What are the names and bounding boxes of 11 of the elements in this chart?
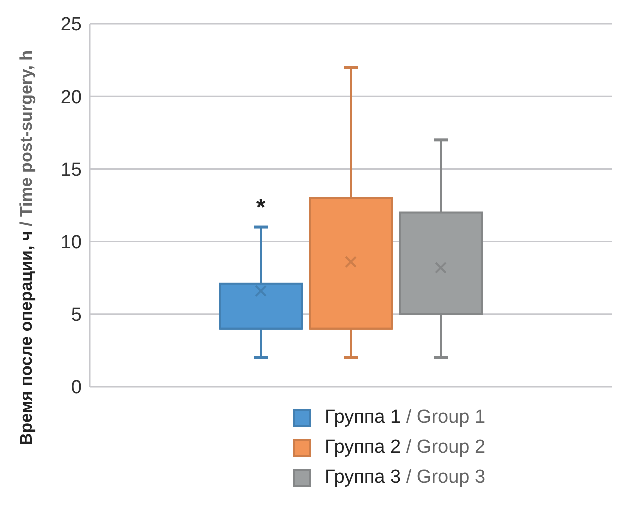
annotation: * xyxy=(256,194,266,222)
y-tick-label: 20 xyxy=(60,87,82,108)
y-tick-label: 5 xyxy=(71,305,82,326)
y-tick-label: 15 xyxy=(60,160,82,181)
legend-label: Группа 1 / Group 1 xyxy=(325,407,486,429)
y-tick-label: 10 xyxy=(60,232,82,254)
legend-label: Группа 3 / Group 3 xyxy=(325,467,486,489)
y-tick-label: 0 xyxy=(71,378,82,399)
legend-label: Группа 2 / Group 2 xyxy=(325,437,486,459)
y-tick-label: 25 xyxy=(60,14,82,36)
y-axis-title: Время после операции, ч / Time post-surgery, h xyxy=(17,50,36,446)
